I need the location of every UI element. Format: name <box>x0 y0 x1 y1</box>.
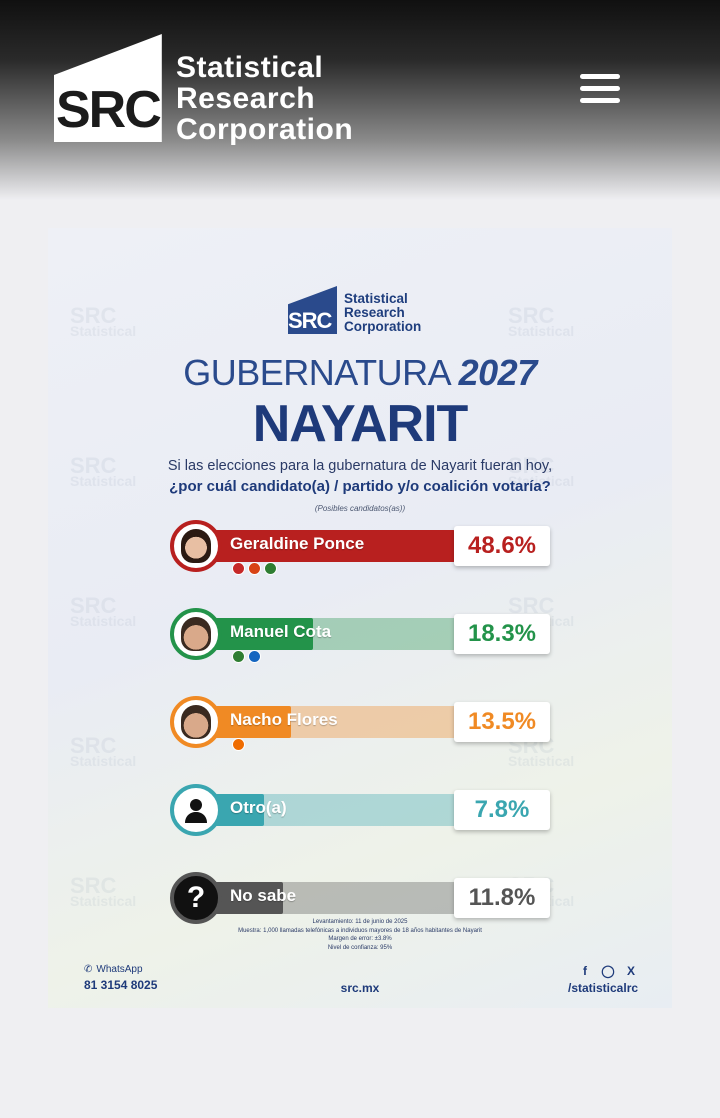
title-year: 2027 <box>458 352 538 393</box>
brand-line-1: Statistical <box>344 291 408 306</box>
poll-infographic: SRC Statistical SRC Statistical SRC Statist… <box>48 228 672 1008</box>
question-mark-icon: ? <box>170 872 222 924</box>
phone-number: 81 3154 8025 <box>84 978 158 992</box>
question-line-1: Si las elecciones para la gubernatura de… <box>167 458 553 474</box>
brand-line-2: Research <box>344 305 405 320</box>
woman-portrait-icon <box>170 520 222 572</box>
candidate-name: No sabe <box>230 886 297 905</box>
src-logo[interactable]: SRC Statistical Research Corporation <box>54 34 353 145</box>
party-logo-icon <box>264 562 277 575</box>
methodology-note: Levantamiento: 11 de junio de 2025 Muest… <box>48 918 672 952</box>
src-logo-mark: SRC <box>54 34 164 142</box>
candidate-percent: 18.3% <box>454 614 550 654</box>
candidate-name: Manuel Cota <box>230 622 332 641</box>
man-portrait-icon <box>170 608 222 660</box>
logo-wordmark: Statistical Research Corporation <box>176 52 353 145</box>
social-block: f ◯ X /statisticalrc <box>568 964 668 995</box>
footnote-line-4: Nivel de confianza: 95% <box>327 944 393 951</box>
logo-line-2: Research <box>176 82 316 115</box>
person-silhouette-icon <box>170 784 222 836</box>
party-logo-icon <box>248 650 261 663</box>
whatsapp-row: ✆ WhatsApp <box>84 964 157 975</box>
website-link: src.mx <box>340 981 380 995</box>
party-logo-icon <box>232 562 245 575</box>
party-logo-icon <box>232 650 245 663</box>
candidate-name: Nacho Flores <box>230 710 338 729</box>
party-logos <box>232 562 277 575</box>
candidate-percent: 7.8% <box>454 790 550 830</box>
logo-line-3: Corporation <box>176 113 354 146</box>
whatsapp-label: WhatsApp <box>96 964 143 975</box>
brand-letters: SRC <box>288 308 332 333</box>
result-bar-fill <box>194 530 455 562</box>
candidate-percent: 13.5% <box>454 702 550 742</box>
poll-title: GUBERNATURA 2027 <box>48 352 672 394</box>
question-note: (Posibles candidatos(as)) <box>314 504 406 513</box>
candidate-percent: 11.8% <box>454 878 550 918</box>
social-icons: f ◯ X <box>568 964 638 978</box>
state-title: NAYARIT <box>252 395 469 453</box>
brand-wordmark: Statistical Research Corporation <box>344 292 421 334</box>
contact-block: ✆ WhatsApp 81 3154 8025 <box>84 964 157 992</box>
party-logo-icon <box>232 738 245 751</box>
x-icon: X <box>626 964 635 978</box>
candidate-percent: 48.6% <box>454 526 550 566</box>
candidate-name: Otro(a) <box>230 798 287 817</box>
infographic-brand-logo: SRC Statistical Research Corporation <box>288 286 421 334</box>
instagram-icon: ◯ <box>601 964 615 978</box>
logo-letters: SRC <box>56 81 162 139</box>
brand-line-3: Corporation <box>344 319 422 334</box>
footnote-line-2: Muestra: 1,000 llamadas telefónicas a in… <box>238 927 482 934</box>
result-row: Nacho Flores 13.5% <box>170 696 550 752</box>
footnote-line-3: Margen de error: ±3.8% <box>328 936 392 942</box>
facebook-icon: f <box>583 964 587 978</box>
brand-mark: SRC <box>288 286 338 334</box>
result-row: Manuel Cota 18.3% <box>170 608 550 664</box>
result-row: ? No sabe 11.8% <box>170 872 550 928</box>
party-logo-icon <box>248 562 261 575</box>
result-row: Otro(a) 7.8% <box>170 784 550 840</box>
logo-line-1: Statistical <box>176 51 324 84</box>
party-logos <box>232 738 245 751</box>
footnote-line-1: Levantamiento: 11 de junio de 2025 <box>312 919 408 925</box>
title-word: GUBERNATURA <box>183 352 450 393</box>
man-portrait-icon <box>170 696 222 748</box>
social-handle: /statisticalrc <box>568 981 639 995</box>
candidate-name: Geraldine Ponce <box>230 534 365 553</box>
site-header: SRC Statistical Research Corporation <box>0 0 720 200</box>
whatsapp-icon: ✆ <box>84 964 93 975</box>
party-logos <box>232 650 261 663</box>
hamburger-menu-icon[interactable] <box>580 74 620 106</box>
result-row: Geraldine Ponce 48.6% <box>170 520 550 576</box>
question-line-2: ¿por cuál candidato(a) / partido y/o coa… <box>169 478 551 495</box>
